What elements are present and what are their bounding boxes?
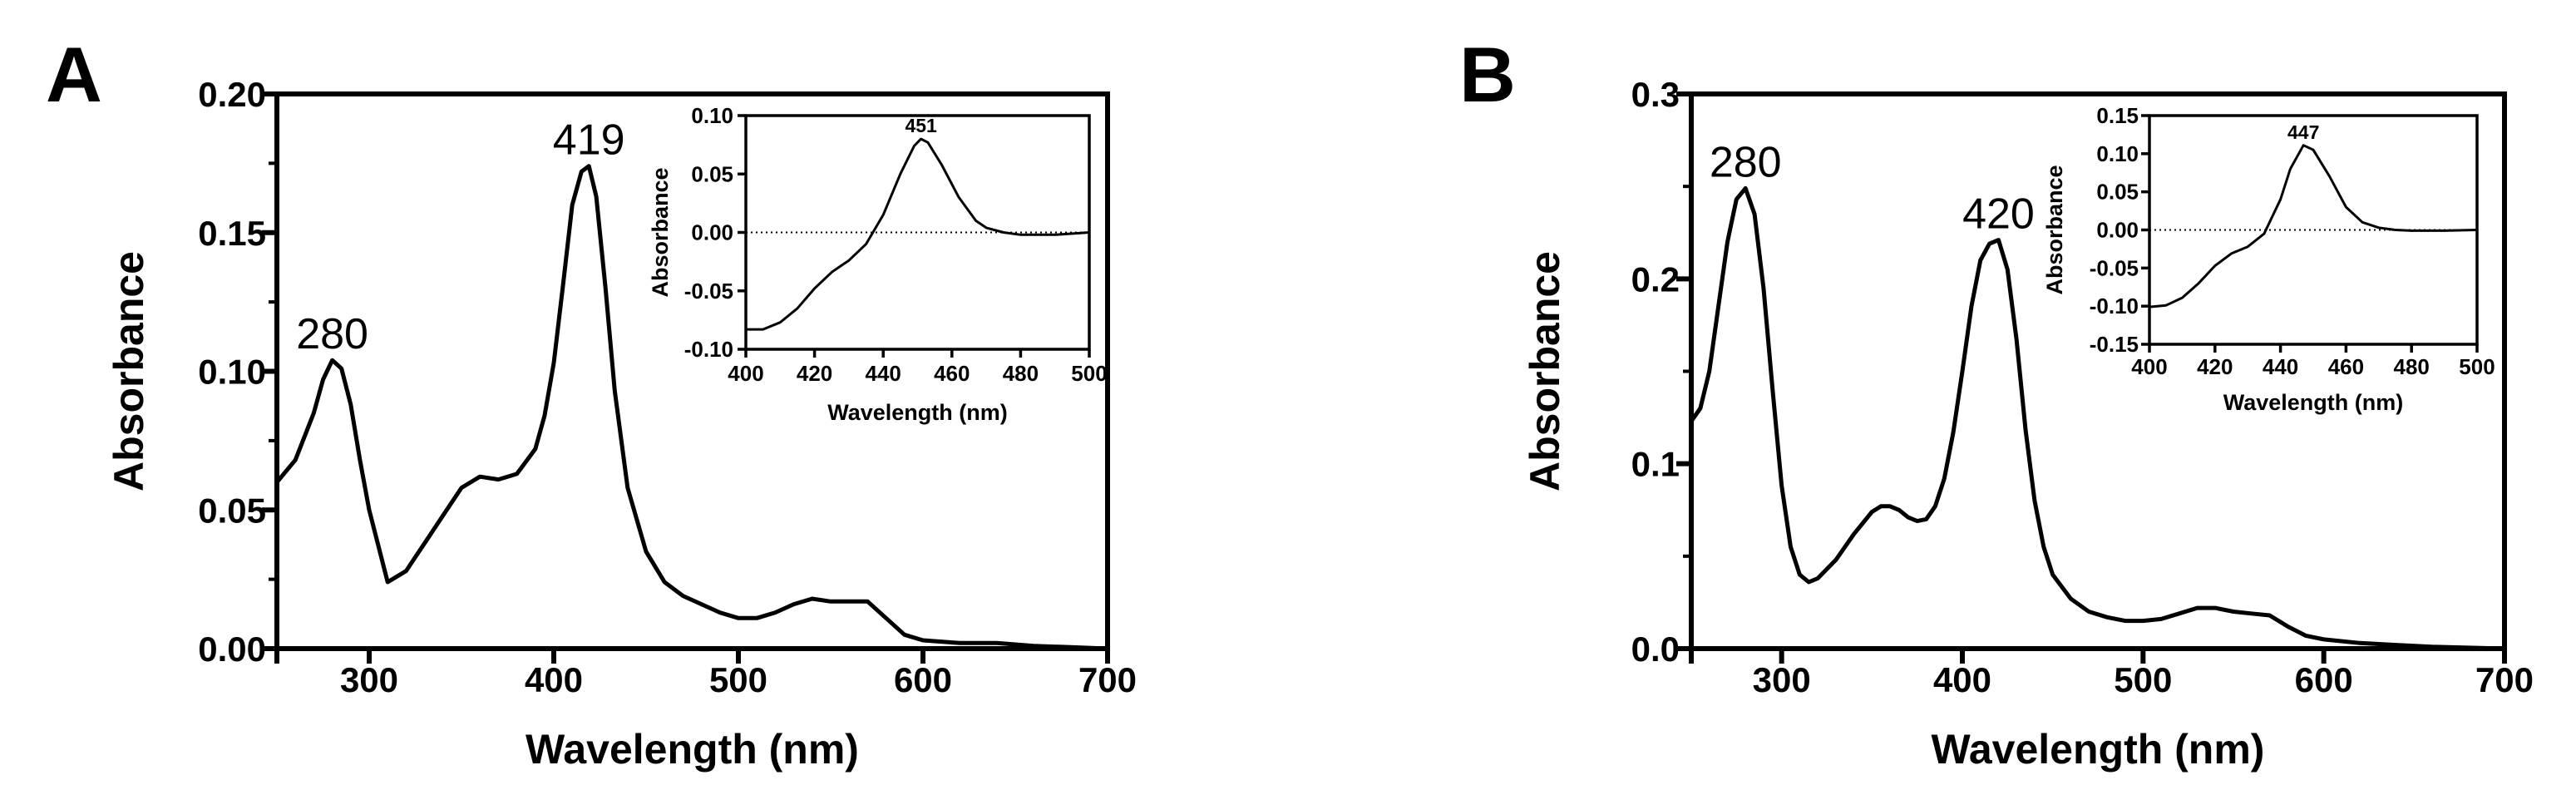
x-tick-label: 400 — [525, 660, 583, 699]
inset-x-tick-label: 420 — [797, 361, 832, 386]
inset-background — [746, 116, 1089, 349]
peak-label: 419 — [553, 116, 625, 165]
y-tick-label: 0.3 — [1631, 75, 1680, 114]
y-tick-label: 0.2 — [1631, 259, 1680, 299]
inset-x-tick-label: 400 — [2131, 354, 2167, 379]
inset-chart: 400 420 440 460 480 500 -0.10 -0.05 0.00 0.05 0.10… — [648, 103, 1108, 425]
inset-peak-label: 451 — [905, 115, 937, 136]
inset-y-tick-label: 0.10 — [2096, 141, 2139, 166]
inset-y-tick-label: 0.05 — [691, 161, 733, 186]
x-tick-label: 700 — [2475, 660, 2534, 699]
spectrum-line — [274, 164, 1110, 651]
inset-peak-label: 447 — [2287, 121, 2319, 143]
inset-y-axis-title: Absorbance — [648, 167, 673, 297]
x-tick-label: 400 — [1933, 660, 1991, 699]
chart-panel-a: 300 400 500 600 700 0.00 0.05 0.10 0.15 0.20 Wavel… — [106, 75, 1137, 773]
inset-x-tick-label: 480 — [1003, 361, 1039, 386]
y-tick-label: 0.1 — [1631, 445, 1680, 484]
inset-y-tick-label: -0.05 — [2090, 255, 2139, 280]
y-tick-label: 0.05 — [198, 491, 266, 530]
inset-x-tick-label: 460 — [2328, 354, 2364, 379]
inset-y-tick-label: -0.10 — [684, 337, 733, 362]
y-axis-title: Absorbance — [106, 251, 152, 491]
x-tick-label: 500 — [709, 660, 767, 699]
y-tick-label: 0.15 — [198, 214, 266, 253]
x-axis-title: Wavelength (nm) — [526, 726, 859, 773]
inset-x-axis-title: Wavelength (nm) — [2223, 390, 2404, 415]
inset-y-tick-label: 0.10 — [691, 103, 733, 128]
y-tick-label: 0.20 — [198, 75, 266, 114]
x-tick-label: 600 — [894, 660, 952, 699]
spectrum-line — [1689, 185, 2507, 651]
inset-x-axis-title: Wavelength (nm) — [827, 400, 1008, 425]
x-axis-title: Wavelength (nm) — [1932, 726, 2265, 773]
inset-x-tick-label: 500 — [2459, 354, 2495, 379]
inset-y-tick-label: -0.05 — [684, 279, 733, 304]
inset-y-axis-title: Absorbance — [2042, 165, 2067, 294]
inset-x-tick-label: 480 — [2394, 354, 2430, 379]
inset-y-tick-label: 0.00 — [691, 220, 733, 245]
x-tick-label: 500 — [2114, 660, 2172, 699]
inset-y-tick-label: -0.15 — [2090, 332, 2139, 357]
inset-spectrum-line — [744, 137, 1091, 331]
y-axis-title: Absorbance — [1522, 251, 1568, 491]
peak-label: 420 — [1962, 190, 2035, 239]
inset-y-tick-label: 0.05 — [2096, 180, 2139, 205]
inset-x-tick-label: 440 — [2263, 354, 2298, 379]
inset-y-tick-label: 0.00 — [2096, 218, 2139, 243]
inset-chart: 400 420 440 460 480 500 -0.15 -0.10 -0.05 0.00 0.0… — [2042, 103, 2495, 415]
y-tick-label: 0.0 — [1631, 629, 1680, 669]
peak-label: 280 — [1710, 138, 1782, 186]
inset-y-tick-label: -0.10 — [2090, 294, 2139, 318]
x-tick-label: 300 — [1753, 660, 1811, 699]
chart-panel-b: 300 400 500 600 700 0.0 0.1 0.2 0.3 Wavelength (n… — [1522, 75, 2534, 773]
inset-spectrum-line — [2148, 144, 2479, 309]
inset-x-tick-label: 420 — [2197, 354, 2233, 379]
panel-label-a: A — [46, 31, 102, 118]
panel-label-b: B — [1459, 31, 1516, 118]
x-tick-label: 300 — [340, 660, 398, 699]
inset-x-tick-label: 440 — [866, 361, 901, 386]
inset-x-tick-label: 460 — [934, 361, 970, 386]
y-tick-label: 0.10 — [198, 353, 266, 392]
inset-x-tick-label: 500 — [1071, 361, 1107, 386]
x-tick-label: 700 — [1078, 660, 1137, 699]
inset-x-tick-label: 400 — [728, 361, 763, 386]
y-tick-label: 0.00 — [198, 629, 266, 669]
x-tick-label: 600 — [2295, 660, 2353, 699]
peak-label: 280 — [296, 310, 368, 358]
inset-y-tick-label: 0.15 — [2096, 103, 2139, 128]
